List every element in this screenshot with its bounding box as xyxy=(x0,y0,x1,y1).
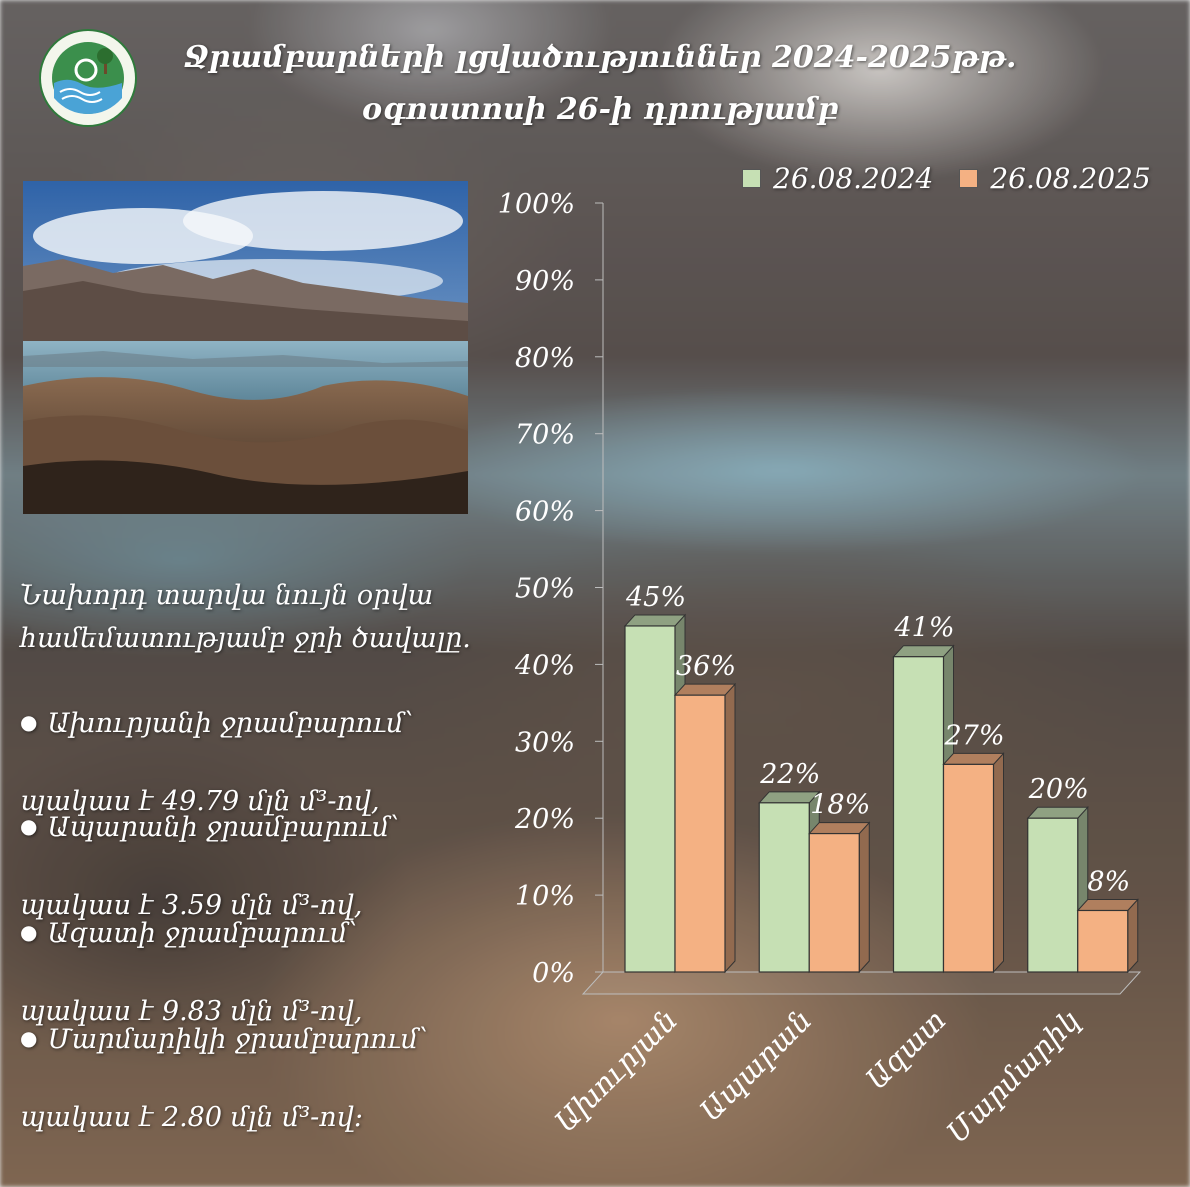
chart-floor xyxy=(581,971,1142,995)
bar-26.08.2024 xyxy=(892,656,945,973)
description-heading-line-2: համեմատությամբ ջրի ծավալը. xyxy=(20,623,471,654)
bar-26.08.2024 xyxy=(758,802,810,973)
y-tick-label: 0% xyxy=(532,958,575,989)
bullet-icon: ● xyxy=(20,710,38,734)
y-tick-label: 20% xyxy=(514,804,575,835)
bar-top xyxy=(892,645,955,658)
legend-label-2025: 26.08.2025 xyxy=(990,162,1151,195)
reservoir-deficit: պակաս է 9.83 մլն մ³-ով, xyxy=(20,996,363,1027)
data-label: 22% xyxy=(759,759,820,790)
legend-swatch-2024 xyxy=(742,169,761,188)
y-tick-label: 40% xyxy=(514,650,575,681)
y-tick-label: 90% xyxy=(515,266,575,297)
data-label: 8% xyxy=(1087,866,1130,897)
chart-title-line-2: օգոստոսի 26-ի դրությամբ xyxy=(361,92,839,127)
hydrometeorology-center-logo xyxy=(39,29,137,127)
description-heading-line-1: Նախորդ տարվա նույն օրվա xyxy=(20,580,434,611)
data-label: 41% xyxy=(893,613,954,644)
y-tick-label: 50% xyxy=(515,574,575,605)
x-category-label: Ախուրյան xyxy=(548,1003,684,1139)
y-tick-label: 100% xyxy=(498,189,575,220)
data-label: 45% xyxy=(625,582,686,613)
y-tick-label: 60% xyxy=(515,497,575,528)
reservoir-deficit: պակաս է 3.59 մլն մ³-ով, xyxy=(20,890,363,921)
bullet-icon: ● xyxy=(20,920,38,944)
reservoir-name: Ապարանի ջրամբարում՝ xyxy=(47,812,400,843)
reservoir-name: Ախուրյանի ջրամբարում՝ xyxy=(47,708,414,739)
legend-item-2024: 26.08.2024 xyxy=(742,162,933,195)
bar-side xyxy=(993,752,1004,974)
bar-26.08.2025 xyxy=(674,694,726,973)
bar-side xyxy=(1127,898,1139,974)
reservoir-name: Մարմարիկի ջրամբարում՝ xyxy=(47,1024,428,1055)
list-item: ● Մարմարիկի ջրամբարում՝ պակաս է 2.80 մլն … xyxy=(20,1024,490,1152)
bar-26.08.2025 xyxy=(808,832,860,973)
legend-label-2024: 26.08.2024 xyxy=(773,162,934,195)
reservoir-deficit: պակաս է 49.79 մլն մ³-ով, xyxy=(20,786,380,817)
reservoir-photo xyxy=(23,181,468,514)
bar-top xyxy=(1026,806,1089,819)
x-category-label: Ապարան xyxy=(693,1003,818,1128)
bar-top xyxy=(1076,898,1139,911)
bar-26.08.2024 xyxy=(624,625,676,973)
bar-side xyxy=(724,682,736,974)
bar-side xyxy=(858,821,870,974)
bullet-icon: ● xyxy=(20,814,38,838)
bullet-icon: ● xyxy=(20,1026,38,1050)
chart-title-line-1: Ջրամբարների լցվածություններ 2024-2025թթ. xyxy=(183,40,1017,75)
list-item: ● Ազատի ջրամբարում՝ պակաս է 9.83 մլն մ³-ո… xyxy=(20,918,490,1046)
y-tick-label: 70% xyxy=(515,420,575,451)
y-tick-label: 10% xyxy=(515,881,575,912)
data-label: 18% xyxy=(810,790,870,821)
reservoir-name: Ազատի ջրամբարում՝ xyxy=(47,918,358,949)
chart-legend: 26.08.2024 26.08.2025 xyxy=(742,162,1151,195)
list-item: ● Ապարանի ջրամբարում՝ պակաս է 3.59 մլն մ³… xyxy=(20,812,490,940)
bar-26.08.2024 xyxy=(1027,817,1079,973)
legend-item-2025: 26.08.2025 xyxy=(959,162,1151,195)
y-tick-label: 30% xyxy=(515,727,575,758)
x-category-label: Ազատ xyxy=(859,1003,952,1096)
bar-26.08.2025 xyxy=(942,763,995,973)
x-category-label: Մարմարիկ xyxy=(940,1003,1087,1150)
data-label: 27% xyxy=(943,720,1004,751)
bar-top xyxy=(942,752,1005,765)
data-label: 36% xyxy=(676,651,736,682)
bar-top xyxy=(623,614,687,627)
list-item: ● Ախուրյանի ջրամբարում՝ պակաս է 49.79 մլն… xyxy=(20,708,490,836)
y-tick-label: 80% xyxy=(515,343,575,374)
reservoir-deficit: պակաս է 2.80 մլն մ³-ով: xyxy=(20,1102,363,1133)
bar-top xyxy=(808,822,871,835)
data-label: 20% xyxy=(1028,774,1089,805)
bar-26.08.2025 xyxy=(1077,909,1129,973)
legend-swatch-2025 xyxy=(959,169,979,188)
bar-top xyxy=(673,683,737,696)
